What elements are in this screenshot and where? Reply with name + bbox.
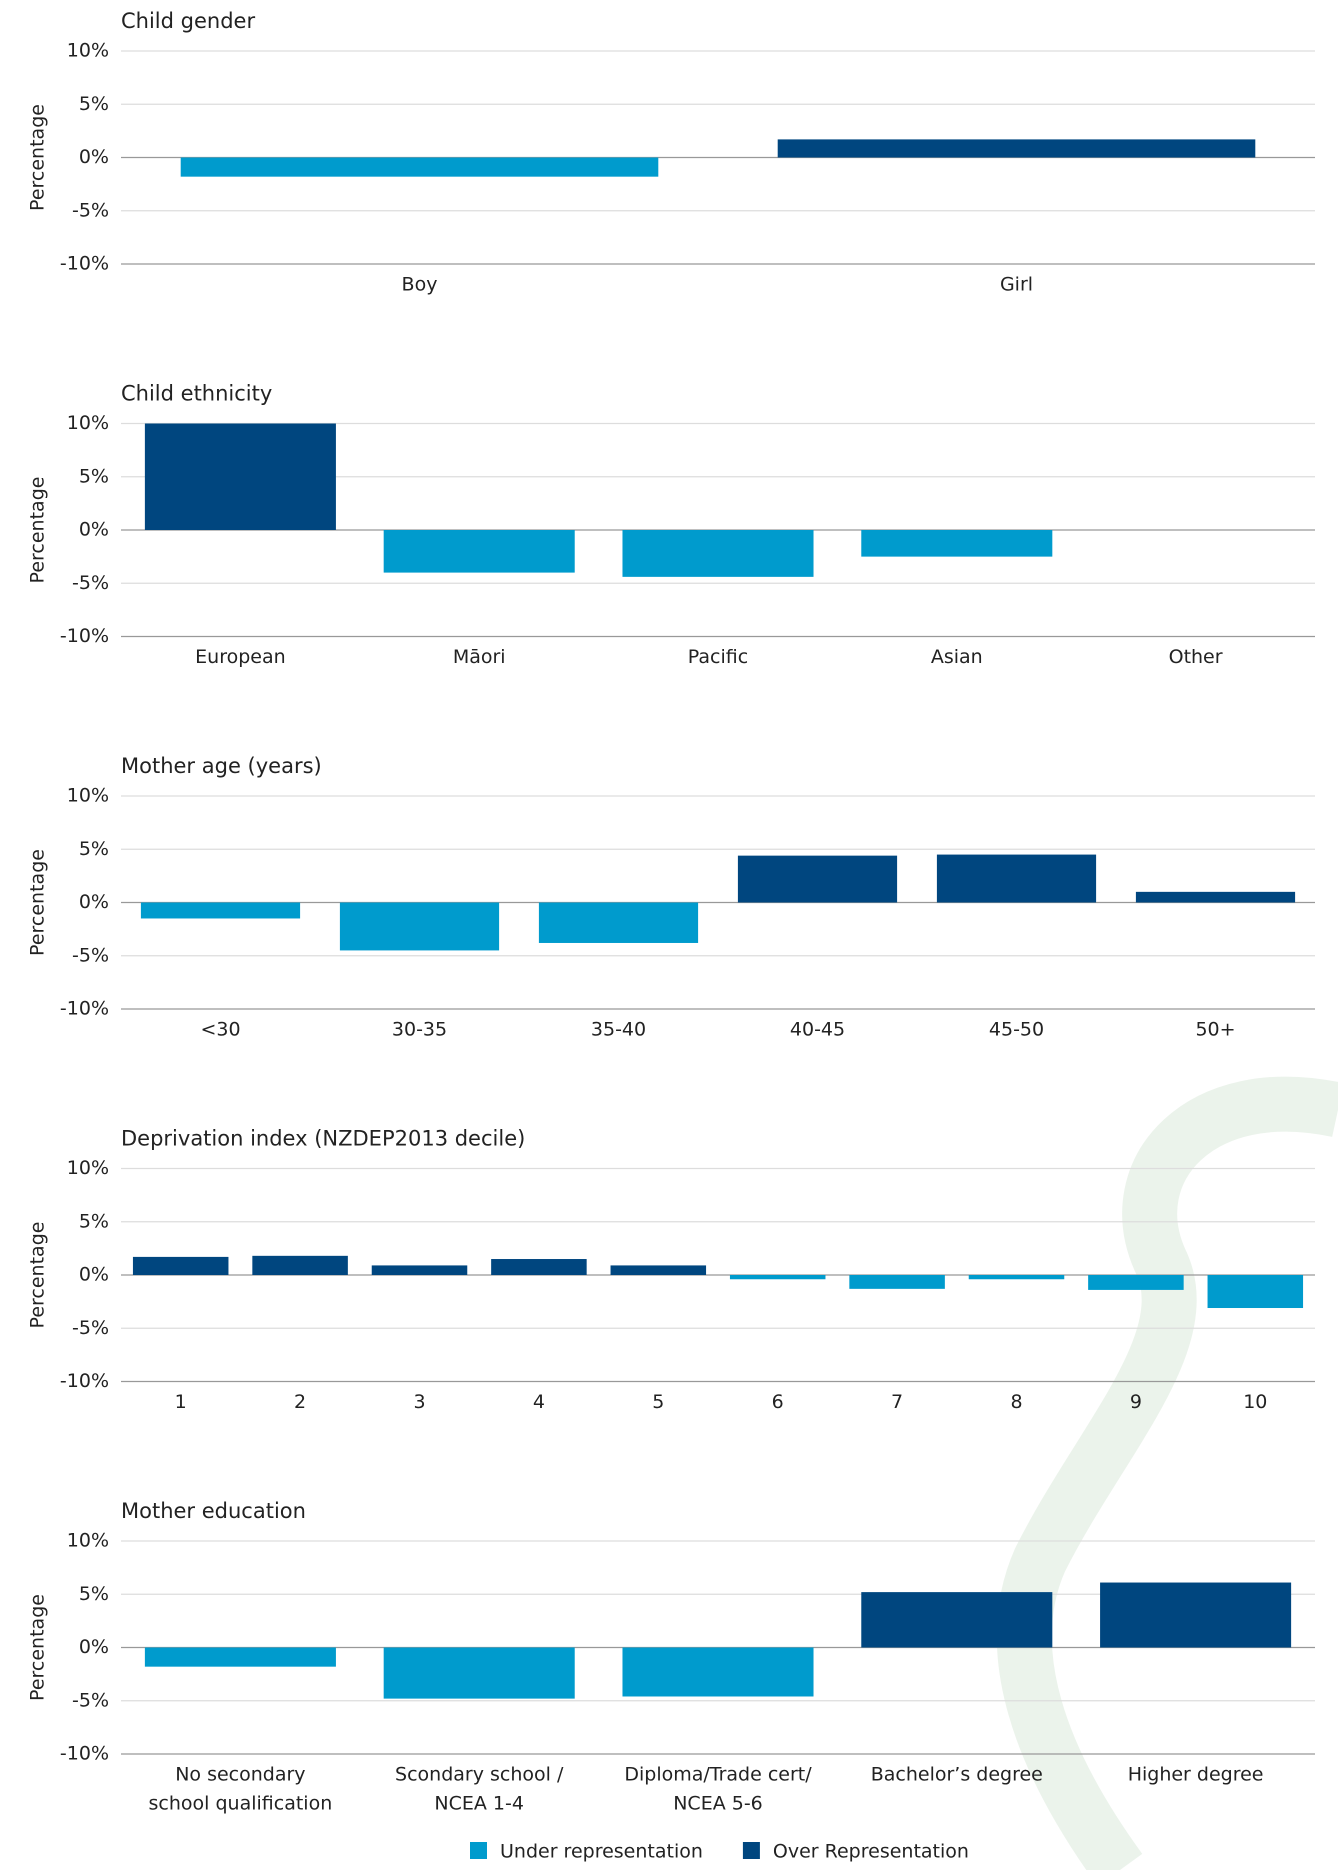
y-tick-label: 5% [79, 1210, 109, 1232]
y-tick-label: 0% [79, 1264, 109, 1286]
bar [861, 530, 1053, 557]
bar [737, 855, 898, 903]
y-tick-label: 10% [67, 40, 109, 62]
legend-label: Under representation [500, 1841, 703, 1863]
bar [180, 157, 659, 177]
y-tick-label: -5% [72, 572, 109, 594]
legend-swatch [470, 1842, 487, 1859]
x-tick-label: 4 [533, 1391, 545, 1413]
bar [252, 1255, 348, 1275]
x-tick-label: Scondary school / [395, 1764, 564, 1786]
x-tick-label: <30 [200, 1019, 240, 1041]
y-tick-label: 0% [79, 1636, 109, 1658]
x-tick-label: European [195, 646, 286, 668]
bar [371, 1265, 468, 1275]
bar [610, 1265, 707, 1275]
bar [861, 1592, 1053, 1648]
bar [1135, 891, 1296, 903]
y-axis-label: Percentage [27, 477, 49, 584]
x-tick-label: No secondary [175, 1764, 305, 1786]
x-tick-label: 10 [1243, 1391, 1267, 1413]
bar [144, 1647, 336, 1667]
x-tick-label: 8 [1010, 1391, 1022, 1413]
bar [849, 1275, 945, 1289]
x-tick-label: Māori [453, 646, 506, 668]
bar [968, 1275, 1065, 1280]
x-tick-label: Higher degree [1128, 1764, 1264, 1786]
y-tick-label: 0% [79, 146, 109, 168]
y-axis-label: Percentage [27, 1222, 49, 1329]
x-tick-label: 40-45 [790, 1019, 845, 1041]
y-axis-label: Percentage [27, 1594, 49, 1701]
y-tick-label: -5% [72, 1317, 109, 1339]
y-tick-label: -10% [60, 998, 109, 1020]
bar [491, 1259, 587, 1275]
y-tick-label: 0% [79, 519, 109, 541]
y-tick-label: -10% [60, 1370, 109, 1392]
bar [144, 423, 336, 530]
y-axis-label: Percentage [27, 849, 49, 956]
y-tick-label: -10% [60, 625, 109, 647]
x-tick-label: 5 [652, 1391, 664, 1413]
x-tick-label: NCEA 1-4 [434, 1793, 524, 1815]
y-tick-label: -10% [60, 253, 109, 275]
bar [1088, 1275, 1184, 1290]
y-tick-label: 0% [79, 891, 109, 913]
x-tick-label: 1 [175, 1391, 187, 1413]
bar [1100, 1582, 1292, 1648]
bar [729, 1275, 826, 1280]
chart-title: Mother education [121, 1499, 306, 1523]
x-tick-label: 30-35 [392, 1019, 447, 1041]
x-tick-label: 50+ [1195, 1019, 1235, 1041]
x-tick-label: Bachelor’s degree [871, 1764, 1043, 1786]
x-tick-label: NCEA 5-6 [673, 1793, 763, 1815]
x-tick-label: Boy [402, 274, 438, 296]
y-tick-label: -10% [60, 1743, 109, 1765]
bar [936, 854, 1097, 903]
y-tick-label: 10% [67, 412, 109, 434]
x-tick-label: 35-40 [591, 1019, 646, 1041]
y-tick-label: -5% [72, 199, 109, 221]
y-tick-label: 10% [67, 785, 109, 807]
chart-title: Mother age (years) [121, 754, 322, 778]
y-tick-label: 10% [67, 1157, 109, 1179]
chart-title: Child gender [121, 9, 255, 33]
y-tick-label: 5% [79, 465, 109, 487]
y-tick-label: 5% [79, 838, 109, 860]
y-tick-label: 5% [79, 93, 109, 115]
bar [383, 530, 575, 573]
chart-title: Child ethnicity [121, 382, 272, 406]
watermark [996, 1076, 1338, 1870]
x-tick-label: 2 [294, 1391, 306, 1413]
bar [140, 902, 301, 919]
legend-label: Over Representation [773, 1841, 969, 1863]
x-tick-label: 3 [413, 1391, 425, 1413]
bar [538, 902, 699, 943]
y-tick-label: -5% [72, 944, 109, 966]
x-tick-label: school qualification [149, 1793, 333, 1815]
y-tick-label: 10% [67, 1530, 109, 1552]
x-tick-label: Asian [931, 646, 983, 668]
y-axis-label: Percentage [27, 104, 49, 211]
x-tick-label: 45-50 [989, 1019, 1044, 1041]
y-tick-label: 5% [79, 1583, 109, 1605]
bar [339, 902, 500, 951]
x-tick-label: Diploma/Trade cert/ [624, 1764, 812, 1786]
chart-title: Deprivation index (NZDEP2013 decile) [121, 1127, 525, 1151]
x-tick-label: Pacific [688, 646, 748, 668]
bar [383, 1647, 575, 1699]
x-tick-label: 9 [1130, 1391, 1142, 1413]
x-tick-label: 6 [772, 1391, 784, 1413]
bar [1207, 1275, 1304, 1309]
x-tick-label: Girl [1000, 274, 1033, 296]
bar [622, 1647, 814, 1697]
y-tick-label: -5% [72, 1689, 109, 1711]
x-tick-label: 7 [891, 1391, 903, 1413]
x-tick-label: Other [1169, 646, 1223, 668]
bar [622, 530, 814, 577]
bar [777, 139, 1256, 158]
bar [132, 1256, 229, 1275]
legend-swatch [742, 1842, 760, 1859]
